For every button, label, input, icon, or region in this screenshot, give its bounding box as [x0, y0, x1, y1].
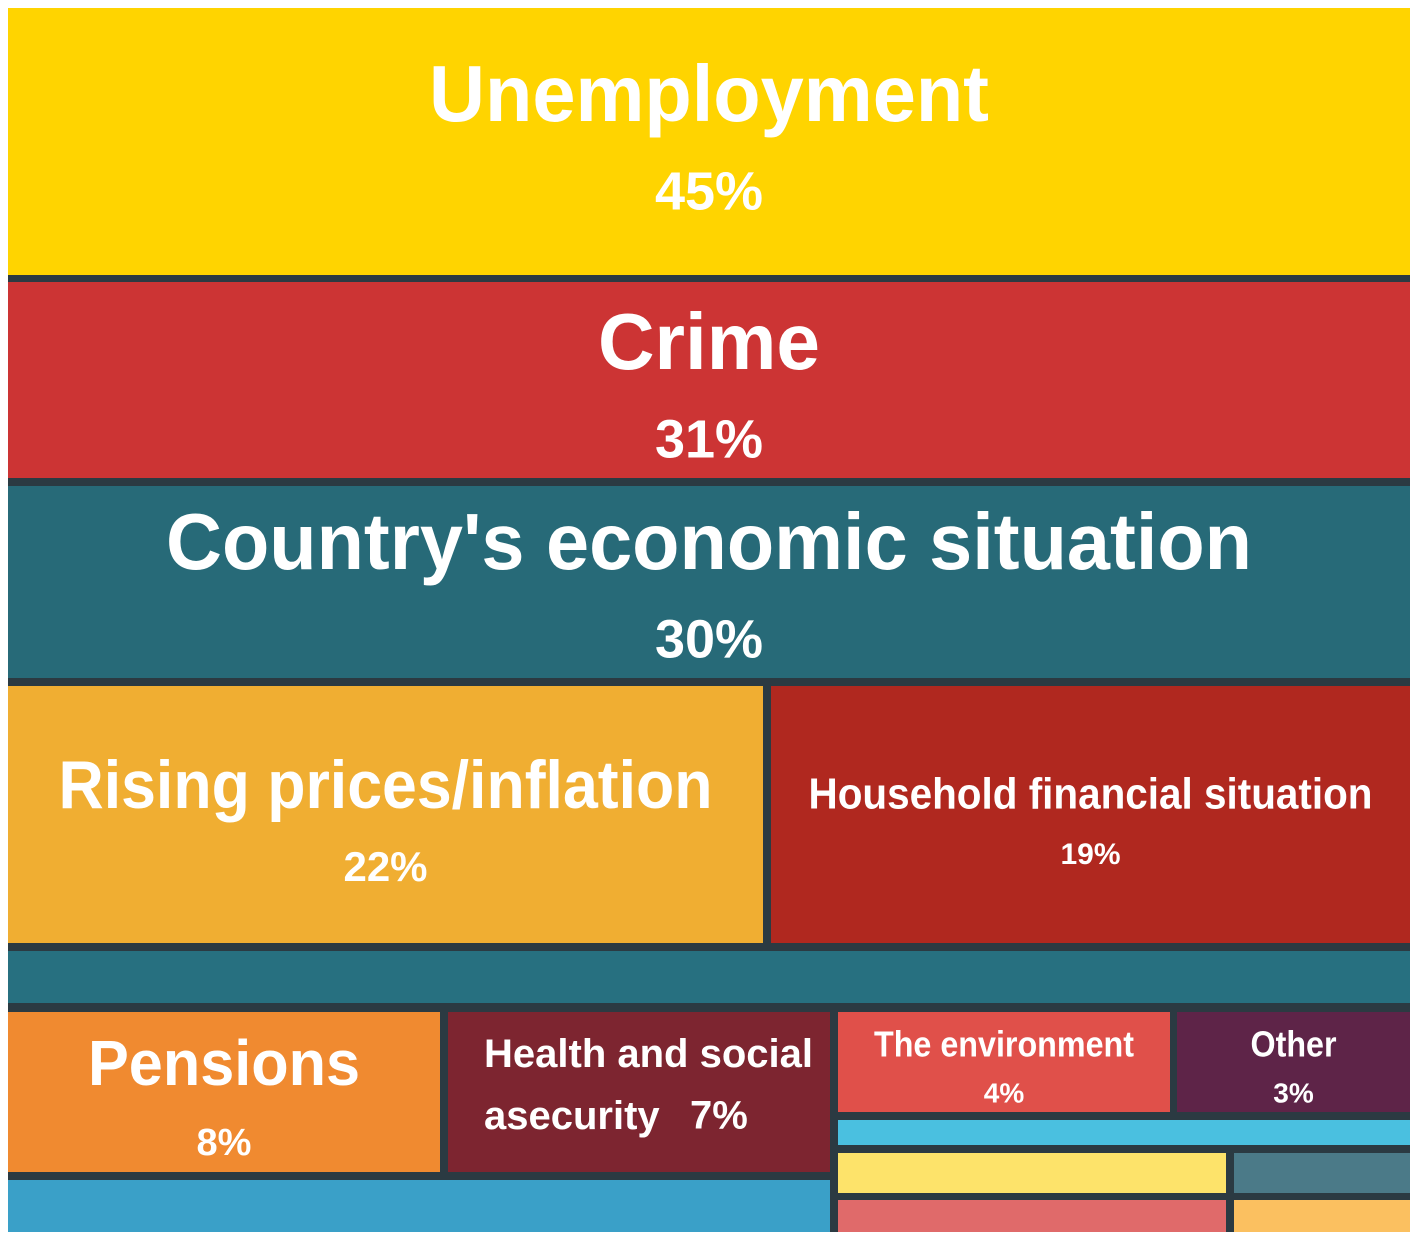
tile-value-label: 3% [1273, 1077, 1314, 1108]
filler-band [838, 1153, 1226, 1193]
tile-value-label: 22% [343, 843, 427, 890]
tile-value-label: 19% [1060, 838, 1120, 871]
tile [8, 8, 1410, 275]
tile-value-label: 30% [655, 609, 763, 669]
tile [8, 282, 1410, 478]
tile [838, 1012, 1170, 1112]
tile [1177, 1012, 1410, 1112]
filler-band [8, 1180, 830, 1232]
filler-band [838, 1200, 1226, 1232]
tile-label: Pensions [88, 1027, 360, 1099]
filler-band [1234, 1153, 1410, 1193]
tile-value-label: 7% [690, 1094, 748, 1138]
tile-label: Unemployment [429, 49, 989, 138]
tile [8, 686, 763, 943]
filler-band [8, 951, 1410, 1003]
tile-label: Health and social asecurity [484, 1032, 813, 1138]
tile-value-label: 45% [655, 161, 763, 221]
filler-band [1234, 1200, 1410, 1232]
tile-value-label: 31% [655, 409, 763, 469]
tile-label: Rising prices/inflation [59, 747, 713, 823]
tile-label: Country's economic situation [166, 497, 1252, 586]
tile-label: Crime [598, 297, 820, 386]
tile-label: Household financial situation [809, 770, 1373, 819]
tile-value-label: 8% [197, 1122, 252, 1164]
tile-label: The environment [874, 1024, 1134, 1065]
tile-value-label: 4% [984, 1077, 1025, 1108]
tile [8, 1012, 440, 1172]
tile [448, 1012, 830, 1172]
tile [8, 486, 1410, 678]
filler-band [838, 1120, 1410, 1145]
tile-label: Other [1251, 1024, 1337, 1065]
tile [771, 686, 1410, 943]
